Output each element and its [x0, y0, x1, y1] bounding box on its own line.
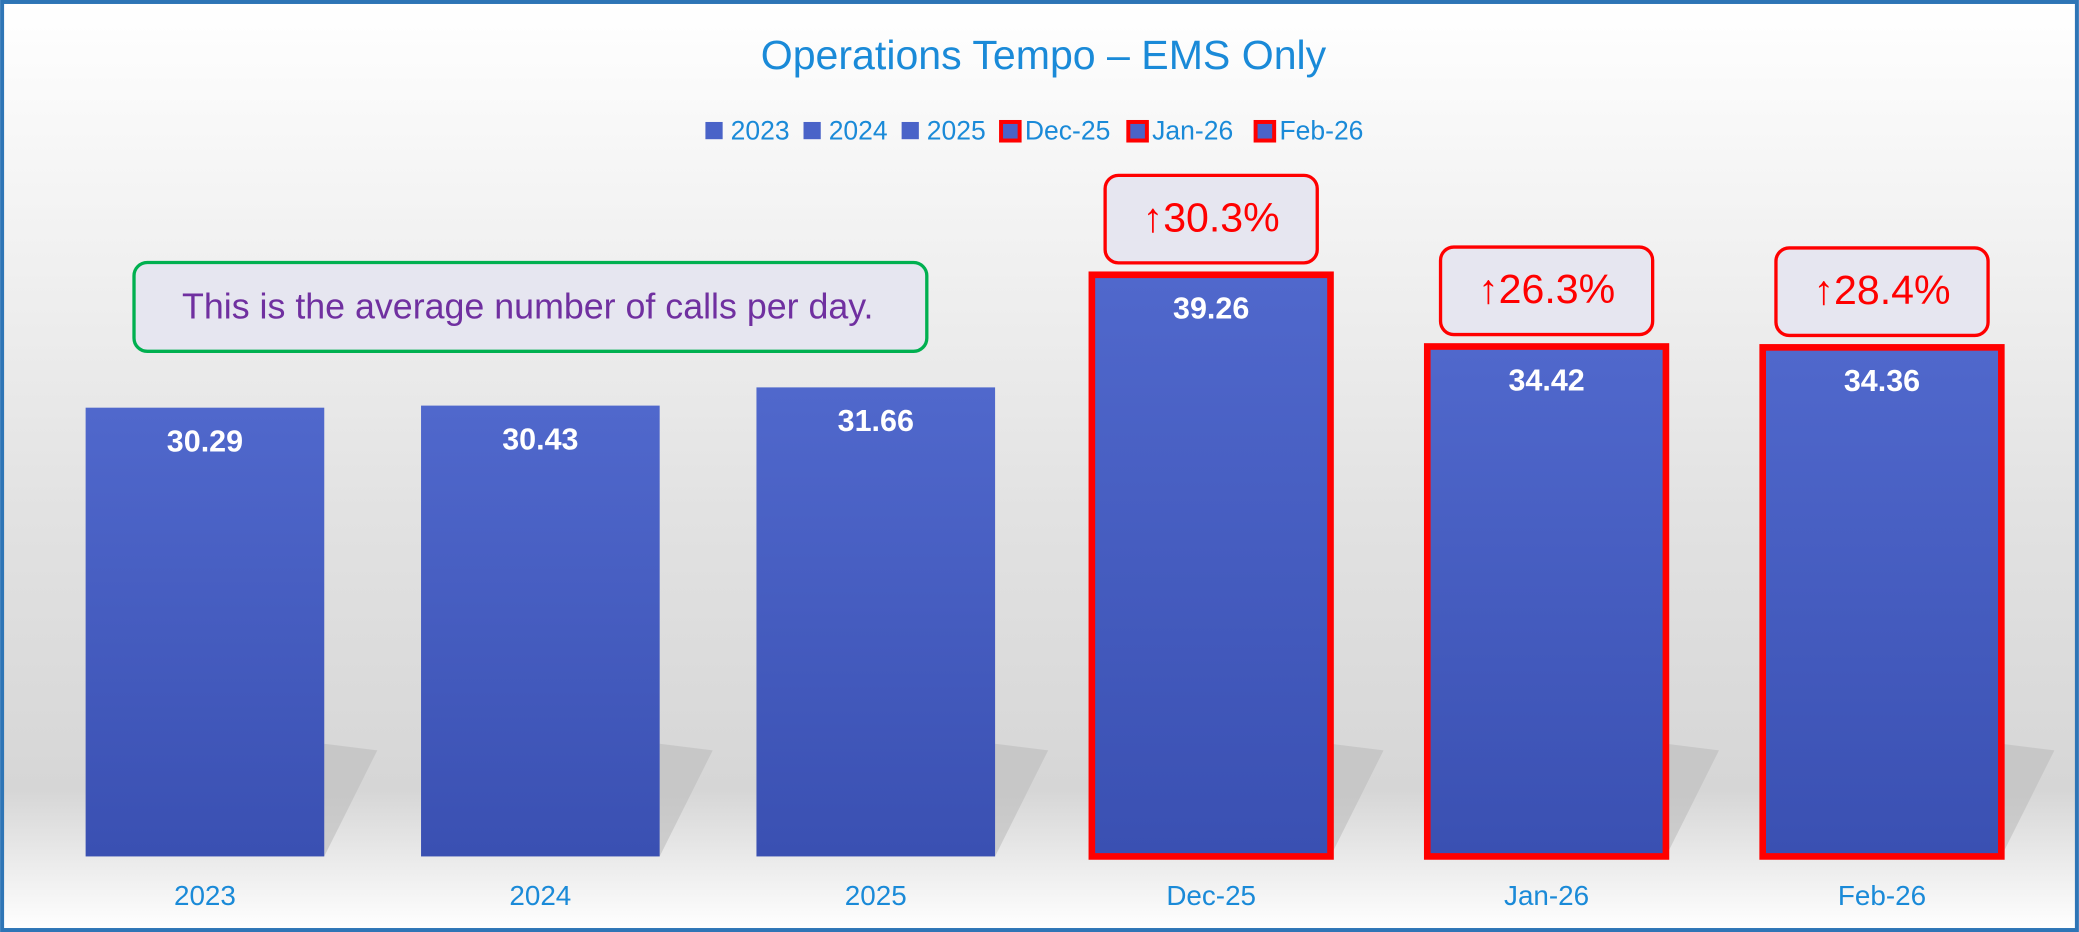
bar-shadow: [2001, 743, 2055, 857]
value-label: 34.42: [1508, 363, 1584, 397]
x-tick-label: 2023: [174, 880, 236, 911]
bar-shadow: [324, 743, 378, 857]
annotation-box: [1438, 245, 1655, 337]
legend-swatch: [999, 119, 1022, 143]
annotation: ↑30.3%: [1143, 194, 1280, 240]
legend-swatch: [705, 121, 723, 140]
value-label: 31.66: [838, 404, 914, 438]
legend-swatch: [1126, 119, 1149, 143]
x-tick-label: Jan-26: [1504, 880, 1589, 911]
value-label: 30.43: [502, 422, 578, 456]
x-tick-label: 2025: [845, 880, 907, 911]
x-tick-label: 2024: [509, 880, 571, 911]
annotation-box: [1103, 173, 1319, 265]
legend-label: 2024: [829, 116, 888, 146]
bar: [1759, 344, 2005, 860]
annotation-box: [1774, 246, 1990, 338]
bar: [1423, 343, 1670, 860]
x-tick-label: Feb-26: [1838, 880, 1926, 911]
x-tick-label: Dec-25: [1166, 880, 1256, 911]
bar: [756, 387, 996, 857]
legend-label: Jan-26: [1152, 116, 1233, 146]
legend-label: 2023: [731, 116, 790, 146]
legend-swatch: [803, 121, 821, 140]
bar: [421, 405, 660, 857]
legend-swatch: [1253, 119, 1277, 143]
legend-label: 2025: [927, 116, 986, 146]
bar-shadow: [995, 743, 1049, 857]
value-label: 30.29: [167, 425, 243, 459]
value-label: 34.36: [1844, 364, 1920, 398]
note-box: [132, 260, 929, 353]
annotation: ↑26.3%: [1478, 266, 1615, 312]
legend-label: Dec-25: [1025, 116, 1110, 146]
bar-shadow: [1330, 743, 1384, 857]
annotation: ↑28.4%: [1814, 267, 1951, 313]
bar-shadow: [659, 743, 713, 857]
note: This is the average number of calls per …: [182, 286, 873, 326]
chart-title: Operations Tempo – EMS Only: [761, 32, 1327, 78]
legend-swatch: [901, 121, 919, 140]
bar: [1088, 271, 1334, 860]
value-label: 39.26: [1173, 292, 1249, 326]
bar: [85, 407, 325, 857]
bar-shadow: [1665, 743, 1719, 857]
legend-label: Feb-26: [1279, 116, 1363, 146]
